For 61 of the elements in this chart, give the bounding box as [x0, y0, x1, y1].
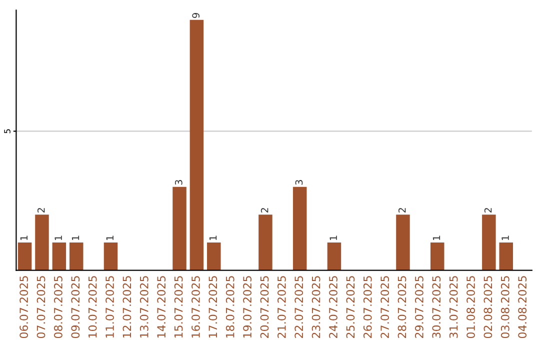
- x-tick-label: 01.08.2025: [466, 276, 475, 338]
- x-tick-label: 06.07.2025: [20, 276, 28, 338]
- data-label: 3: [295, 180, 303, 185]
- y-tick-label: 5: [4, 129, 10, 134]
- x-tick-label: 03.08.2025: [500, 276, 510, 338]
- data-label: 1: [72, 236, 80, 240]
- x-tick-label: 10.07.2025: [88, 276, 97, 338]
- bar: [430, 242, 444, 270]
- x-tick-label: 18.07.2025: [226, 276, 234, 338]
- data-label: 1: [502, 236, 509, 240]
- x-tick-label: 09.07.2025: [71, 276, 80, 338]
- bar: [482, 214, 496, 270]
- x-tick-label: 21.07.2025: [277, 276, 286, 338]
- bar: [35, 214, 49, 270]
- x-tick-label: 23.07.2025: [312, 276, 320, 338]
- x-tick-label: 12.07.2025: [122, 276, 132, 338]
- x-tick-label: 13.07.2025: [140, 276, 148, 338]
- bar: [104, 242, 118, 270]
- x-tick-label: 17.07.2025: [208, 276, 218, 338]
- x-tick-label: 29.07.2025: [414, 276, 424, 338]
- x-tick-label: 19.07.2025: [243, 276, 252, 338]
- data-label: 9: [192, 13, 200, 18]
- x-tick-label: 27.07.2025: [380, 276, 390, 338]
- bar: [292, 186, 307, 270]
- x-tick-label: 25.07.2025: [346, 276, 355, 338]
- x-tick-label: 07.07.2025: [36, 276, 46, 338]
- data-label: 2: [484, 208, 492, 213]
- bar: [172, 186, 186, 270]
- bar: [499, 242, 513, 270]
- x-tick-label: 16.07.2025: [192, 276, 200, 338]
- x-tick-label: 15.07.2025: [174, 276, 183, 338]
- bar: [327, 242, 342, 270]
- x-tick-label: 02.08.2025: [484, 276, 492, 338]
- x-tick-label: 08.07.2025: [54, 276, 62, 338]
- x-tick-label: 26.07.2025: [363, 276, 372, 338]
- data-label: 1: [209, 236, 217, 240]
- bar: [207, 242, 221, 270]
- x-tick-label: 11.07.2025: [106, 276, 114, 338]
- bar: [52, 242, 66, 270]
- data-label: 2: [37, 208, 45, 213]
- bar: [18, 242, 32, 270]
- x-tick-label: 24.07.2025: [329, 276, 338, 338]
- x-tick-label: 30.07.2025: [432, 276, 441, 338]
- data-label: 2: [260, 208, 268, 213]
- x-tick-label: 31.07.2025: [449, 276, 458, 338]
- data-label: 1: [106, 236, 114, 240]
- data-label: 3: [174, 180, 182, 185]
- data-label: 2: [398, 208, 406, 213]
- bar: [258, 214, 272, 270]
- data-label: 1: [432, 236, 440, 240]
- x-tick-label: 22.07.2025: [294, 276, 304, 338]
- x-tick-label: 04.08.2025: [518, 276, 527, 338]
- x-tick-label: 28.07.2025: [398, 276, 406, 338]
- data-label: 1: [20, 236, 28, 240]
- data-label: 1: [54, 236, 62, 240]
- data-label: 1: [330, 236, 337, 240]
- bar: [69, 242, 84, 270]
- bar: [190, 20, 204, 270]
- bar: [396, 214, 410, 270]
- x-tick-label: 20.07.2025: [260, 276, 269, 338]
- x-tick-label: 14.07.2025: [157, 276, 166, 338]
